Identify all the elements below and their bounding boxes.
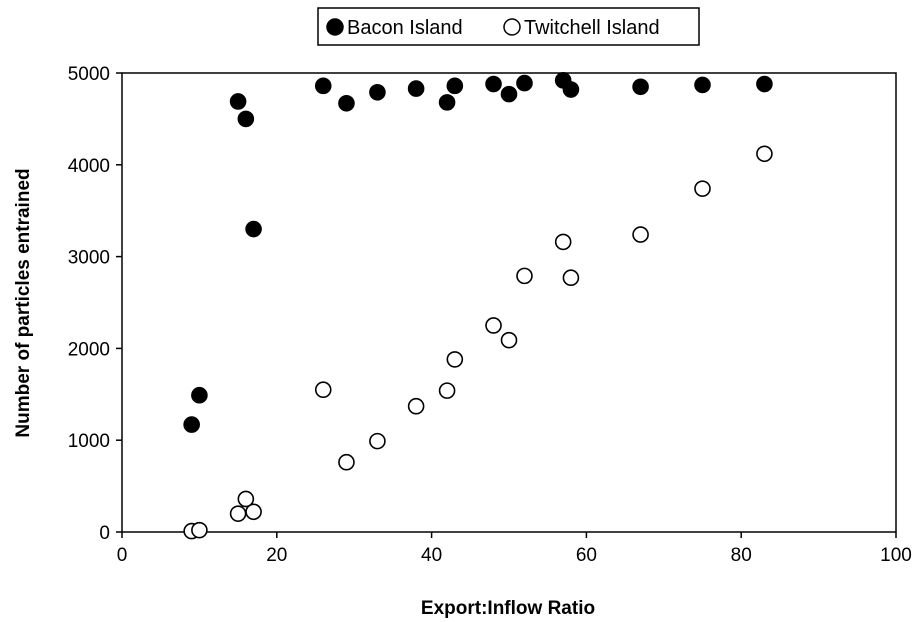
y-tick-label: 4000 (68, 156, 110, 177)
data-point-bacon-island (245, 220, 262, 238)
data-point-bacon-island (229, 93, 247, 110)
y-tick-label: 5000 (68, 64, 110, 85)
data-point-bacon-island (632, 78, 649, 96)
data-point-bacon-island (438, 94, 456, 111)
series-bacon-island (183, 72, 773, 433)
data-point-twitchell-island (516, 267, 533, 285)
data-point-bacon-island (562, 81, 580, 98)
x-tick-label: 80 (731, 545, 752, 566)
data-point-bacon-island (338, 94, 355, 112)
series-twitchell-island (183, 145, 773, 540)
data-point-bacon-island (369, 83, 386, 101)
legend-label-twitchell-island: Twitchell Island (524, 17, 660, 39)
data-point-twitchell-island (229, 505, 247, 522)
x-tick-label: 40 (421, 545, 442, 566)
data-point-twitchell-island (407, 397, 425, 415)
x-tick-label: 20 (266, 545, 287, 566)
legend-marker-twitchell-island (503, 18, 521, 36)
x-axis-title: Export:Inflow Ratio (421, 598, 595, 619)
data-point-bacon-island (500, 85, 518, 103)
y-tick-label: 1000 (68, 431, 110, 452)
data-point-bacon-island (694, 76, 711, 94)
data-point-bacon-island (191, 386, 208, 404)
x-tick-label: 100 (880, 545, 912, 566)
data-point-bacon-island (314, 77, 332, 95)
data-point-twitchell-island (694, 180, 711, 197)
x-tick-label: 0 (117, 545, 128, 566)
data-point-twitchell-island (756, 145, 773, 163)
data-point-bacon-island (516, 74, 533, 92)
data-point-twitchell-island (314, 381, 332, 399)
legend-marker-bacon-island (326, 18, 344, 36)
x-tick-label: 60 (576, 545, 597, 566)
data-point-bacon-island (237, 110, 255, 128)
data-point-twitchell-island (369, 432, 386, 450)
data-point-twitchell-island (485, 317, 502, 334)
data-point-bacon-island (407, 80, 425, 97)
data-point-twitchell-island (191, 521, 208, 539)
data-point-bacon-island (183, 416, 200, 433)
data-point-twitchell-island (438, 382, 456, 399)
legend: Bacon Island Twitchell Island (317, 7, 700, 46)
x-axis-ticks: 0 20 40 60 80 100 (117, 532, 912, 566)
data-point-twitchell-island (500, 331, 518, 349)
plot-area (121, 72, 897, 533)
data-point-twitchell-island (245, 503, 262, 521)
data-point-bacon-island (756, 75, 773, 93)
y-tick-label: 0 (99, 523, 110, 544)
y-axis-title: Number of particles entrained (13, 168, 34, 437)
data-point-twitchell-island (632, 226, 649, 243)
legend-label-bacon-island: Bacon Island (347, 17, 463, 39)
data-point-twitchell-island (446, 351, 464, 368)
y-tick-label: 2000 (68, 339, 110, 360)
y-axis-ticks: 0 1000 2000 3000 4000 5000 (68, 64, 122, 544)
y-tick-label: 3000 (68, 248, 110, 269)
data-point-twitchell-island (562, 269, 580, 287)
data-point-twitchell-island (338, 453, 355, 471)
data-point-bacon-island (485, 75, 502, 93)
data-point-bacon-island (446, 77, 464, 95)
plot-border (121, 72, 897, 533)
data-point-twitchell-island (554, 233, 572, 251)
data-point-twitchell-island (237, 490, 255, 508)
